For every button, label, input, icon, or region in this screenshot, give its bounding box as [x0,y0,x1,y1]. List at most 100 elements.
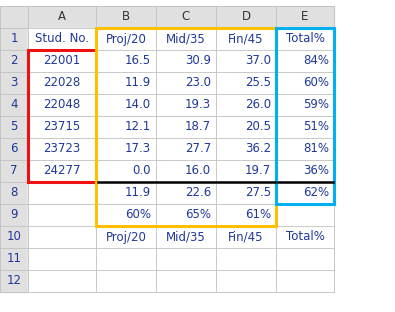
Bar [156,270,216,292]
Bar [276,160,334,182]
Text: 1: 1 [10,32,18,46]
Text: 11.9: 11.9 [125,76,151,90]
Bar [96,270,156,292]
Bar [96,28,156,50]
Bar [0,72,28,94]
Text: 6: 6 [10,143,18,155]
Text: C: C [182,11,190,23]
Text: 65%: 65% [185,208,211,222]
Bar [276,116,334,138]
Text: 17.3: 17.3 [125,143,151,155]
Text: 23723: 23723 [43,143,81,155]
Bar [156,94,216,116]
Bar [276,6,334,28]
Bar [0,138,28,160]
Text: E: E [301,11,308,23]
Text: 14.0: 14.0 [125,99,151,111]
Bar [156,28,216,50]
Bar [28,182,96,204]
Bar [156,50,216,72]
Text: 23715: 23715 [43,120,81,134]
Text: D: D [241,11,250,23]
Text: 2: 2 [10,55,18,67]
Bar [28,50,96,182]
Bar [96,72,156,94]
Bar [276,204,334,226]
Bar [156,226,216,248]
Bar [0,160,28,182]
Bar [216,72,276,94]
Text: 5: 5 [10,120,18,134]
Bar [216,50,276,72]
Bar [276,28,334,50]
Text: 37.0: 37.0 [245,55,271,67]
Text: 36.2: 36.2 [245,143,271,155]
Text: 27.5: 27.5 [245,187,271,199]
Text: Stud. No.: Stud. No. [35,32,89,46]
Bar [156,116,216,138]
Bar [96,226,156,248]
Bar [0,204,28,226]
Bar [96,116,156,138]
Text: 60%: 60% [303,76,329,90]
Text: 22001: 22001 [43,55,81,67]
Bar [28,138,96,160]
Bar [216,204,276,226]
Text: 25.5: 25.5 [245,76,271,90]
Text: 24277: 24277 [43,164,81,178]
Text: 3: 3 [10,76,18,90]
Text: 11.9: 11.9 [125,187,151,199]
Bar [276,28,334,204]
Bar [0,248,28,270]
Bar [216,116,276,138]
Text: 20.5: 20.5 [245,120,271,134]
Text: 60%: 60% [125,208,151,222]
Bar [96,94,156,116]
Bar [96,160,156,182]
Bar [156,248,216,270]
Text: Total%: Total% [286,32,324,46]
Text: 7: 7 [10,164,18,178]
Bar [216,270,276,292]
Text: 62%: 62% [303,187,329,199]
Bar [156,72,216,94]
Bar [216,94,276,116]
Bar [276,50,334,72]
Bar [28,116,96,138]
Bar [276,226,334,248]
Text: 12: 12 [6,275,21,287]
Bar [28,28,96,50]
Bar [0,50,28,72]
Bar [216,6,276,28]
Bar [0,270,28,292]
Text: 4: 4 [10,99,18,111]
Bar [156,204,216,226]
Text: 36%: 36% [303,164,329,178]
Text: 23.0: 23.0 [185,76,211,90]
Bar [216,28,276,50]
Bar [28,72,96,94]
Bar [216,138,276,160]
Text: Fin/45: Fin/45 [228,231,264,243]
Text: 12.1: 12.1 [125,120,151,134]
Text: 26.0: 26.0 [245,99,271,111]
Text: B: B [122,11,130,23]
Bar [28,94,96,116]
Bar [28,204,96,226]
Text: 61%: 61% [245,208,271,222]
Text: 11: 11 [6,252,21,266]
Bar [0,182,28,204]
Text: 22028: 22028 [43,76,81,90]
Text: 22.6: 22.6 [185,187,211,199]
Bar [276,248,334,270]
Text: Proj/20: Proj/20 [105,32,147,46]
Bar [276,138,334,160]
Bar [96,50,156,72]
Bar [96,204,156,226]
Text: 84%: 84% [303,55,329,67]
Text: Mid/35: Mid/35 [166,32,206,46]
Bar [276,94,334,116]
Bar [156,6,216,28]
Text: Fin/45: Fin/45 [228,32,264,46]
Bar [28,248,96,270]
